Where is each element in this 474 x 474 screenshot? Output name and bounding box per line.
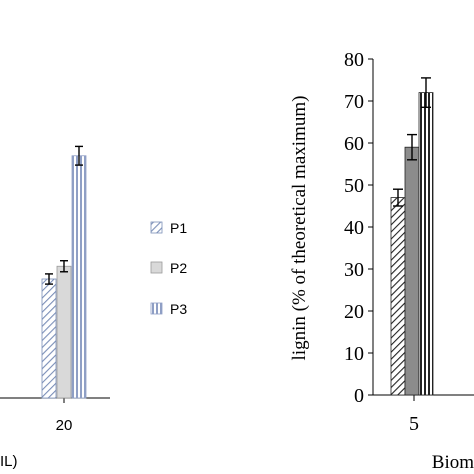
error-bar-p3-left — [75, 145, 83, 166]
legend-swatch — [150, 221, 163, 234]
error-bar-p3-right — [421, 77, 431, 109]
bar-p2-right — [404, 146, 420, 396]
legend-item-p2: P2 — [150, 260, 187, 276]
legend-label: P1 — [170, 220, 187, 236]
x-tick-label-right: 5 — [409, 413, 419, 435]
legend-item-p1: P1 — [150, 220, 187, 236]
bar-p3-left — [71, 155, 87, 399]
bar-p2-left — [56, 265, 72, 399]
y-tick-label: 20 — [344, 301, 364, 323]
right-chart-panel: 0 10 20 30 40 50 60 70 80 5 Biom lignin (% of theor… — [289, 49, 474, 473]
bar-p1-right — [390, 197, 406, 396]
legend-label: P2 — [170, 260, 187, 276]
error-bar-p1-right — [393, 188, 403, 207]
bar-p1-left — [41, 278, 57, 399]
x-axis-label-fragment-left: IL) — [0, 453, 18, 470]
y-tick-label: 50 — [344, 175, 364, 197]
bar-p3-right — [418, 92, 434, 396]
y-tick-label: 70 — [344, 91, 364, 113]
y-tick-label: 80 — [344, 49, 364, 71]
legend-swatch — [150, 302, 163, 315]
error-bar-p1-left — [45, 273, 53, 285]
error-bar-p2-right — [407, 133, 417, 161]
left-chart-panel: 20 IL) — [0, 145, 110, 470]
x-axis-label-fragment-right: Biom — [432, 452, 474, 473]
y-tick-label: 30 — [344, 259, 364, 281]
y-tick-label: 10 — [344, 343, 364, 365]
y-axis-label: lignin (% of theoretical maximum) — [289, 96, 310, 361]
legend-item-p3: P3 — [150, 301, 187, 317]
legend-swatch — [150, 261, 163, 274]
legend-label: P3 — [170, 301, 187, 317]
y-tick-label: 40 — [344, 217, 364, 239]
x-tick-label-left: 20 — [56, 417, 73, 434]
y-tick-label: 0 — [354, 385, 364, 407]
legend: P1 P2 P3 — [150, 220, 187, 317]
error-bar-p2-left — [60, 260, 68, 273]
y-tick-label: 60 — [344, 133, 364, 155]
